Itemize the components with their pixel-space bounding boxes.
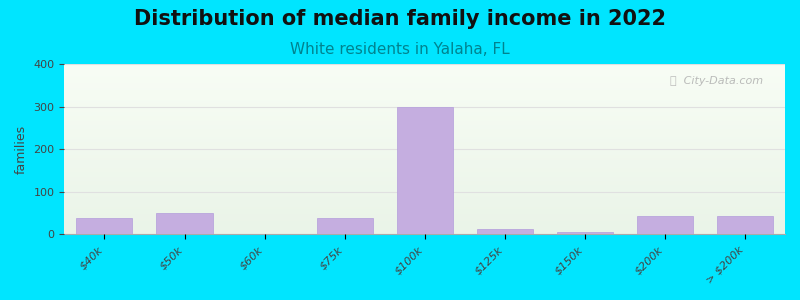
Bar [397, 106, 453, 234]
Bar [557, 232, 613, 234]
Bar [77, 218, 133, 234]
Y-axis label: families: families [15, 124, 28, 174]
Text: White residents in Yalaha, FL: White residents in Yalaha, FL [290, 42, 510, 57]
Bar [637, 217, 693, 234]
Text: ⓘ  City-Data.com: ⓘ City-Data.com [670, 76, 763, 86]
Bar [317, 218, 373, 234]
Bar [157, 213, 213, 234]
Bar [717, 217, 773, 234]
Text: Distribution of median family income in 2022: Distribution of median family income in … [134, 9, 666, 29]
Bar [477, 229, 533, 234]
